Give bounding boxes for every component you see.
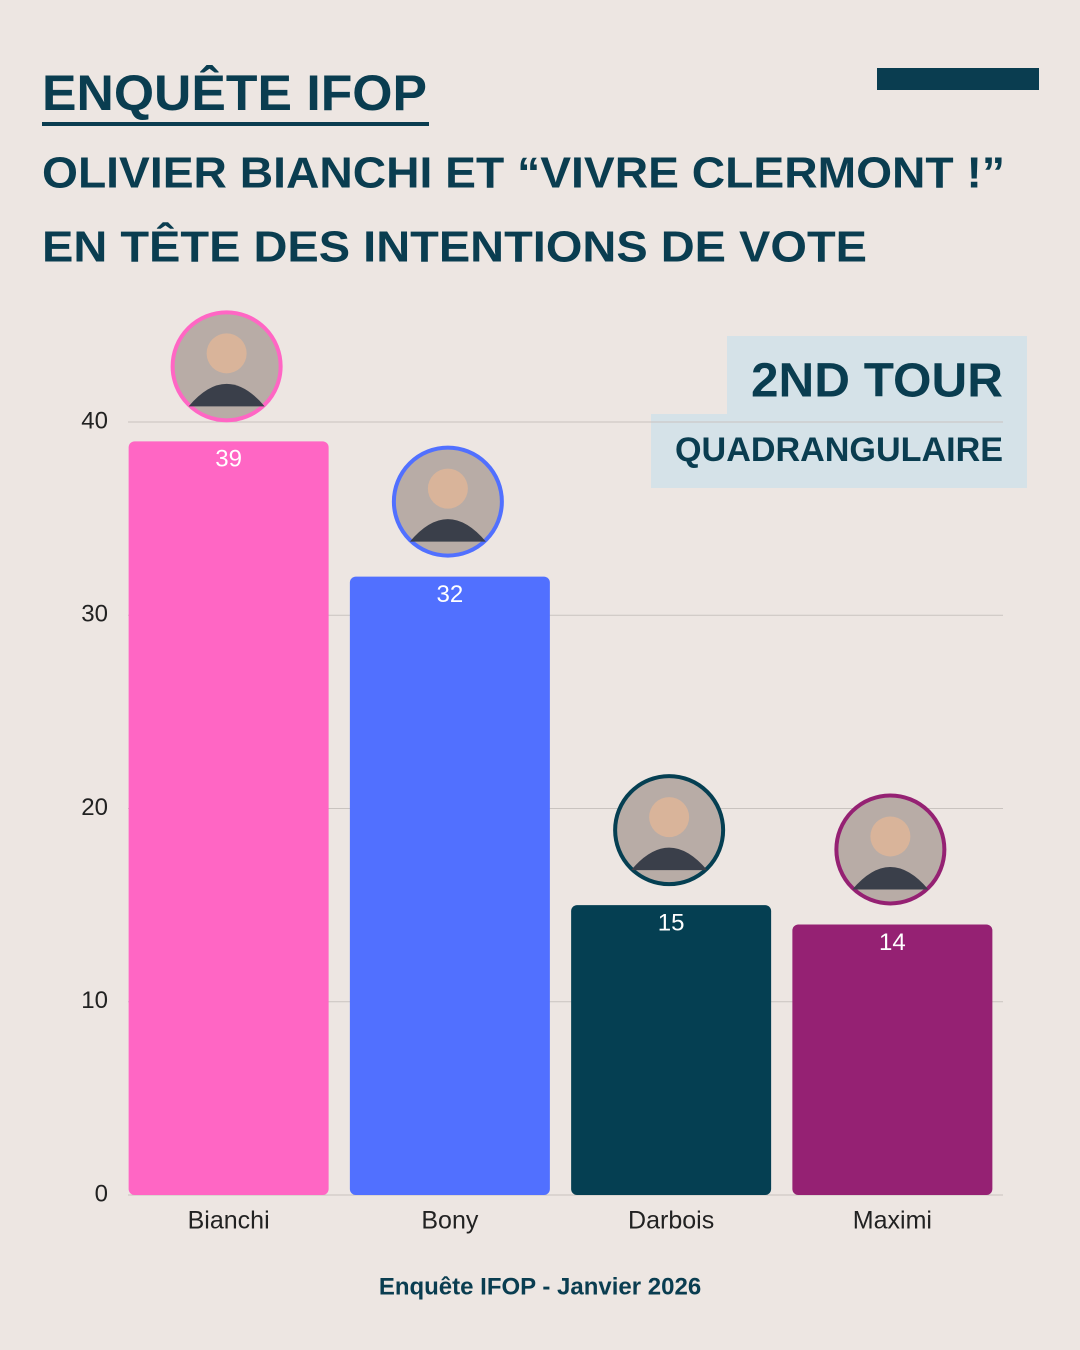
avatar-body	[852, 866, 929, 890]
x-tick-label: Bianchi	[188, 1207, 270, 1235]
avatar-body	[409, 519, 486, 542]
badge-box	[651, 414, 1027, 488]
bar	[792, 924, 993, 1195]
value-label: 39	[215, 446, 242, 473]
heading-underline	[42, 122, 429, 126]
avatar-head	[649, 797, 690, 838]
badge-subtitle: QUADRANGULAIRE	[675, 431, 1003, 469]
bar	[128, 441, 329, 1195]
value-label: 15	[658, 909, 685, 936]
badge-title: 2ND TOUR	[751, 355, 1003, 408]
y-tick-label: 30	[81, 601, 108, 628]
x-tick-label: Bony	[421, 1207, 478, 1235]
x-tick-label: Darbois	[628, 1207, 714, 1235]
badge-box	[727, 336, 1027, 416]
avatar-head	[206, 333, 247, 374]
avatar-head	[427, 468, 468, 509]
y-tick-label: 0	[95, 1180, 108, 1207]
value-label: 14	[879, 929, 906, 956]
bar	[571, 905, 772, 1195]
y-tick-label: 20	[81, 794, 108, 821]
avatar-body	[188, 383, 265, 407]
y-tick-label: 40	[81, 407, 108, 434]
bar	[349, 576, 550, 1195]
subtitle: EN TÊTE DES INTENTIONS DE VOTE	[42, 222, 867, 272]
plot: 0 10 20 30 40 Bianchi 39 Bony 32 Darbois 15 Maximi 1…	[81, 310, 1003, 1235]
x-tick-label: Maximi	[853, 1207, 932, 1235]
avatar-head	[870, 816, 911, 857]
subtitle: OLIVIER BIANCHI ET “VIVRE CLERMONT !”	[42, 149, 1005, 198]
heading: ENQUÊTE IFOP	[42, 65, 427, 121]
y-tick-label: 10	[81, 987, 108, 1014]
avatar-body	[631, 847, 708, 871]
decor-bar	[877, 68, 1039, 90]
value-label: 32	[437, 581, 464, 608]
footer: Enquête IFOP - Janvier 2026	[379, 1273, 701, 1300]
